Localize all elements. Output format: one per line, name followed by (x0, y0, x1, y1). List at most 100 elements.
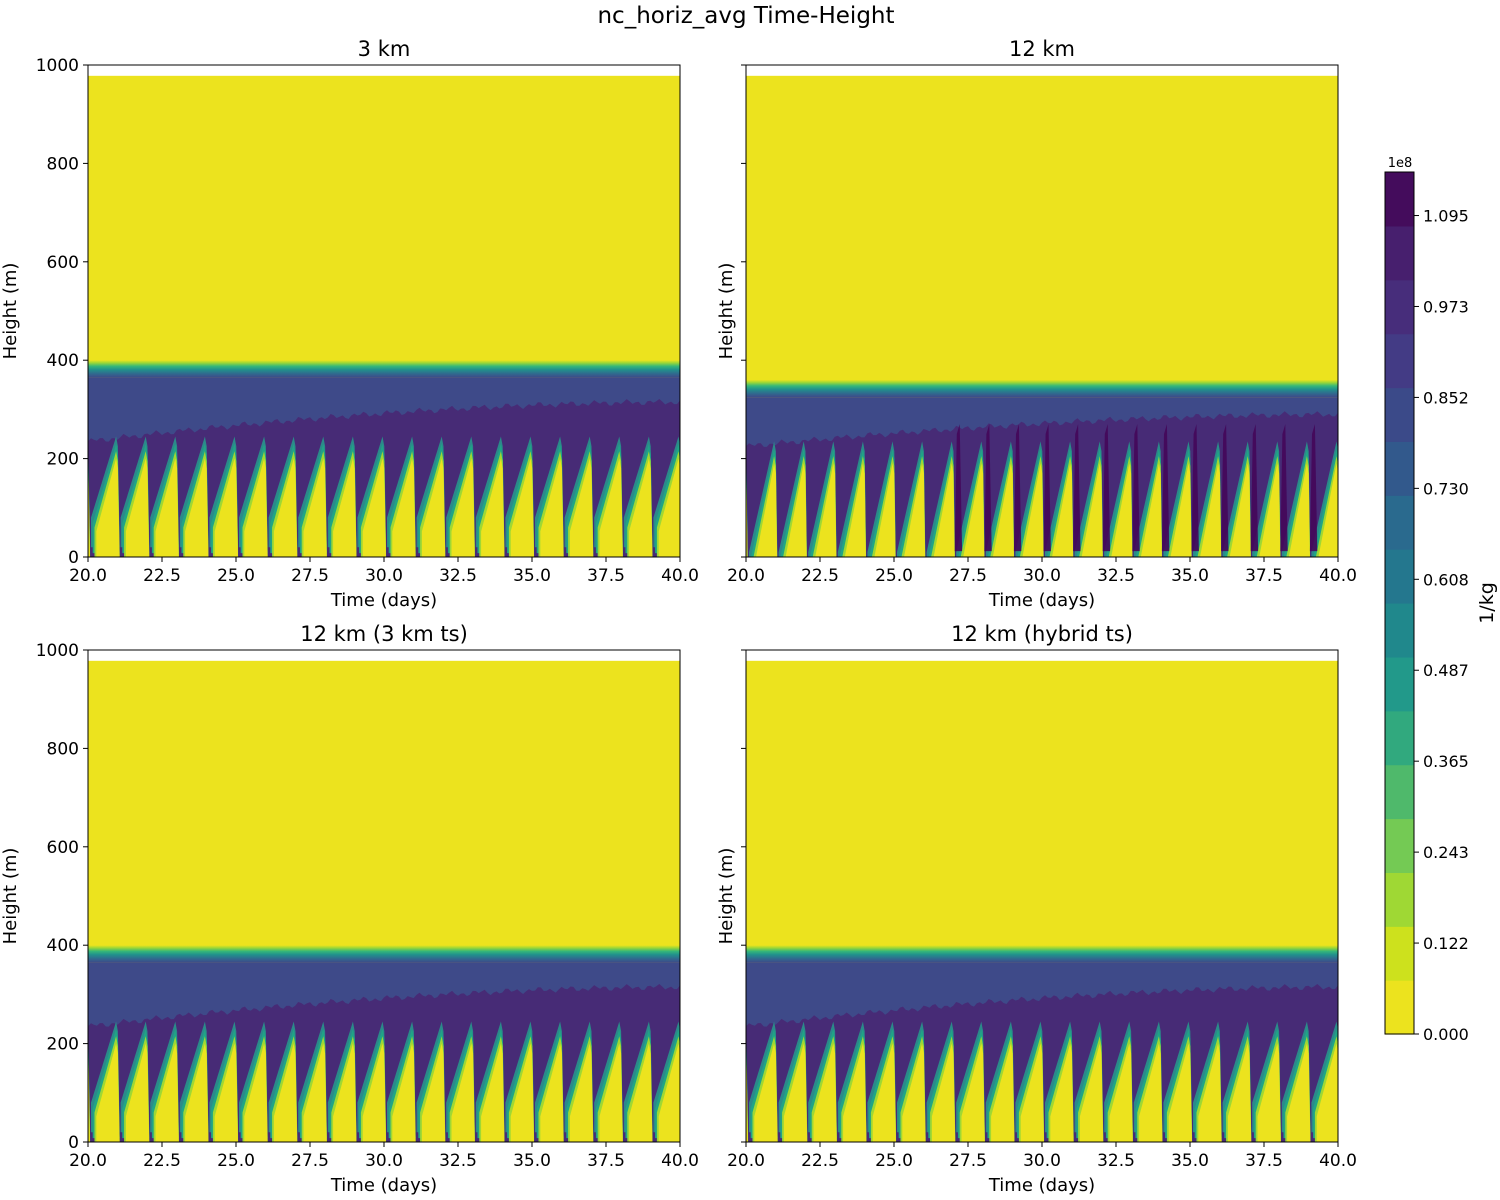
spike-layer-3 (813, 1043, 837, 1142)
spike-layer-3 (1081, 463, 1103, 557)
spike-layer-3 (991, 1043, 1015, 1142)
x-tick-label: 32.5 (439, 1151, 477, 1171)
spike-layer-3 (658, 458, 680, 557)
spike-layer-3 (815, 463, 837, 557)
plot-area (88, 65, 712, 557)
x-tick-label: 37.5 (1245, 1151, 1283, 1171)
spike-layer-3 (569, 458, 594, 557)
x-axis-label: Time (days) (330, 1175, 437, 1196)
y-tick-label: 1000 (36, 56, 79, 76)
x-tick-label: 25.0 (217, 1151, 255, 1171)
spike-layer-3 (688, 1044, 711, 1146)
spike-layer-3 (510, 1043, 535, 1142)
darkest-streak (1221, 424, 1229, 552)
colorbar-level (1385, 333, 1414, 389)
spike-layer-3 (214, 458, 239, 557)
x-axis: 20.0 22.5 25.0 27.5 30.0 32.5 35.0 37.5 40.0 Time… (727, 1142, 1357, 1196)
x-axis: 20.0 22.5 25.0 27.5 30.0 32.5 35.0 37.5 40.0 Time… (727, 557, 1357, 611)
y-tick-label: 600 (47, 838, 79, 858)
spike-layer-3 (756, 463, 778, 557)
spike-layer-2 (687, 451, 712, 557)
y-tick-label: 200 (47, 1035, 79, 1055)
darkest-streak (1132, 424, 1140, 552)
x-tick-label: 22.5 (801, 566, 839, 586)
darkest-streak (1043, 424, 1051, 552)
darkest-streak (954, 424, 963, 552)
spike-layer-1 (1343, 1029, 1370, 1138)
colorbar-level (1385, 656, 1414, 712)
panel-title: 12 km (3 km ts) (300, 622, 468, 646)
spike-layer-2 (687, 1036, 712, 1142)
y-tick-label: 800 (47, 154, 79, 174)
spike-layer-3 (961, 1043, 985, 1142)
spike-layer-3 (244, 1043, 268, 1142)
spike-layer-3 (1257, 1043, 1281, 1142)
spike-layer-2 (746, 1044, 749, 1142)
spike-layer-3 (392, 458, 416, 557)
spike-layer-3 (481, 1043, 505, 1142)
x-tick-label: 30.0 (365, 566, 403, 586)
spike-layer-3 (1020, 1043, 1045, 1142)
spike-layer-3 (1259, 463, 1281, 557)
colorbar-tick-label: 0.730 (1423, 479, 1469, 498)
y-axis: 0 200 400 600 800 1000 Height (m) (0, 641, 88, 1153)
spike-layer-3 (844, 463, 866, 557)
x-axis: 20.0 22.5 25.0 27.5 30.0 32.5 35.0 37.5 40.0 Time… (69, 1142, 699, 1196)
darkest-streak (1280, 424, 1288, 552)
spike-layer-3 (303, 1043, 327, 1142)
x-tick-label: 40.0 (1319, 1151, 1357, 1171)
y-axis: Height (m) (716, 649, 746, 1143)
spike-layer-3 (874, 463, 896, 557)
x-tick-label: 32.5 (439, 566, 477, 586)
spike-layer-0 (683, 1022, 712, 1133)
spike-layer-3 (333, 458, 357, 557)
spike-layer-3 (1288, 463, 1310, 557)
colorbar-level (1385, 441, 1414, 496)
x-tick-label: 25.0 (875, 1151, 913, 1171)
spike-layer-3 (155, 1043, 179, 1142)
colorbar-level (1385, 872, 1414, 927)
x-axis-label: Time (days) (988, 1175, 1095, 1196)
cloud-top-band (88, 945, 680, 963)
spike-layer-2 (1345, 1036, 1370, 1142)
spike-layer-3 (421, 458, 446, 557)
spike-layer-3 (1079, 1043, 1104, 1142)
darkest-streak (1013, 424, 1022, 552)
colorbar-level (1385, 603, 1414, 658)
figure-title: nc_horiz_avg Time-Height (597, 3, 894, 29)
darkest-streak (1191, 424, 1199, 552)
x-tick-label: 30.0 (1023, 1151, 1061, 1171)
x-tick-label: 30.0 (365, 1151, 403, 1171)
colorbar-level (1385, 549, 1414, 604)
panel-top-left: 20.0 22.5 25.0 27.5 30.0 32.5 35.0 37.5 40.0 Time… (0, 37, 712, 611)
darkest-streak (1161, 424, 1170, 552)
y-tick-label: 0 (68, 548, 79, 568)
x-tick-label: 35.0 (1171, 1151, 1209, 1171)
spike-layer-3 (303, 458, 327, 557)
spike-layer-3 (1198, 1043, 1222, 1142)
spike-layer-3 (1200, 463, 1222, 557)
x-axis-label: Time (days) (988, 590, 1095, 611)
spike-layer-3 (872, 1043, 897, 1142)
spike-layer-3 (629, 458, 653, 557)
spike-layer-3 (785, 463, 807, 557)
spike-layer-3 (1316, 1043, 1338, 1142)
y-tick-label: 400 (47, 936, 79, 956)
spike-layer-3 (185, 1043, 209, 1142)
colorbar-level (1385, 764, 1414, 820)
darkest-streak (984, 424, 992, 552)
x-tick-label: 35.0 (1171, 566, 1209, 586)
darkest-streak (1250, 424, 1259, 552)
spike-layer-3 (963, 463, 985, 557)
spike-layer-0 (1341, 1022, 1370, 1133)
spike-layer-0 (683, 437, 712, 548)
spike-layer-3 (96, 1043, 120, 1142)
spike-layer-3 (451, 458, 475, 557)
spike-layer-3 (362, 1043, 387, 1142)
colorbar-level (1385, 172, 1414, 227)
spike-layer-3 (1050, 1043, 1074, 1142)
x-tick-label: 20.0 (69, 1151, 107, 1171)
spike-layer-3 (273, 458, 298, 557)
spike-layer-3 (1227, 1043, 1252, 1142)
